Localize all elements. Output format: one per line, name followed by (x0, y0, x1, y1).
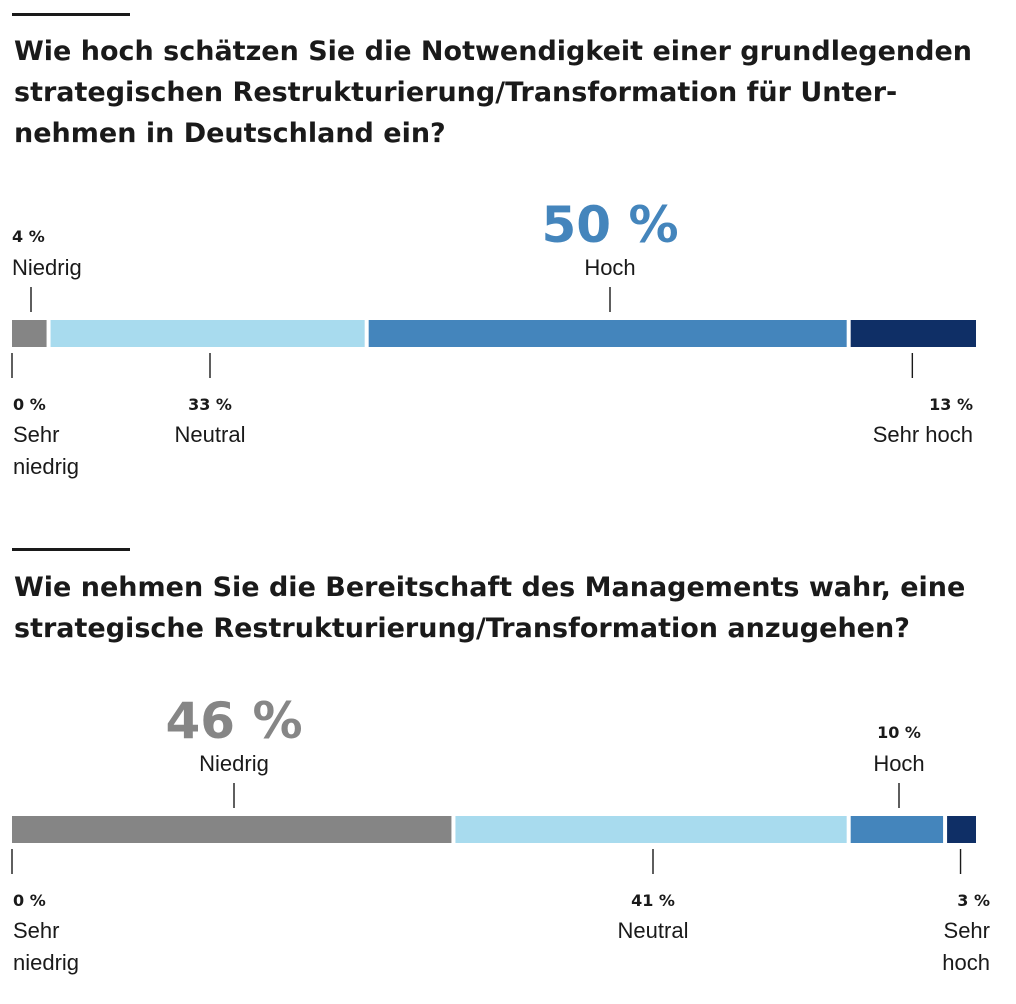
chart-2-niedrig-category-label: Niedrig (199, 751, 269, 776)
chart-2-sehr-niedrig-category-label-1: Sehr (13, 918, 59, 943)
section-rule-1 (12, 13, 130, 16)
chart-2-niedrig-value-label: 46 % (165, 692, 302, 750)
chart-1-bar-sehr-hoch (850, 320, 976, 347)
chart-1-sehr-hoch-value-label: 13 % (929, 395, 973, 414)
chart-2-bar-sehr-hoch (947, 816, 976, 843)
chart-1-bar-neutral (50, 320, 365, 347)
chart-1-sehr-niedrig-value-label: 0 % (13, 395, 46, 414)
chart-2-sehr-hoch-category-label-1: Sehr (944, 918, 990, 943)
chart-1-bar-niedrig (12, 320, 47, 347)
chart-1-sehr-niedrig-category-label-2: niedrig (13, 454, 79, 479)
chart-1-bar-hoch (368, 320, 847, 347)
chart-1-neutral-value-label: 33 % (188, 395, 232, 414)
chart-2-bar-niedrig (12, 816, 452, 843)
chart-1-sehr-hoch-category-label: Sehr hoch (873, 422, 973, 447)
chart-2-sehr-hoch-value-label: 3 % (957, 891, 990, 910)
chart-1-title: Wie hoch schätzen Sie die Notwendigkeit … (14, 36, 972, 149)
chart-2-title: Wie nehmen Sie die Bereitschaft des Mana… (14, 572, 966, 644)
chart-2-sehr-niedrig-value-label: 0 % (13, 891, 46, 910)
chart-2-bar-neutral (455, 816, 847, 843)
chart-2-bar-hoch (850, 816, 944, 843)
chart-1-niedrig-value-label: 4 % (12, 227, 45, 246)
chart-2-sehr-hoch-category-label-2: hoch (942, 950, 990, 975)
chart-1-hoch-category-label: Hoch (584, 255, 635, 280)
chart-2-sehr-niedrig-category-label-2: niedrig (13, 950, 79, 975)
chart-2-neutral-category-label: Neutral (618, 918, 689, 943)
chart-2-neutral-value-label: 41 % (631, 891, 675, 910)
chart-1-niedrig-category-label: Niedrig (12, 255, 82, 280)
chart-1-neutral-category-label: Neutral (175, 422, 246, 447)
chart-1-hoch-value-label: 50 % (541, 196, 678, 254)
chart-1-sehr-niedrig-category-label-1: Sehr (13, 422, 59, 447)
section-rule-2 (12, 548, 130, 551)
chart-2-hoch-category-label: Hoch (873, 751, 924, 776)
chart-2-hoch-value-label: 10 % (877, 723, 921, 742)
